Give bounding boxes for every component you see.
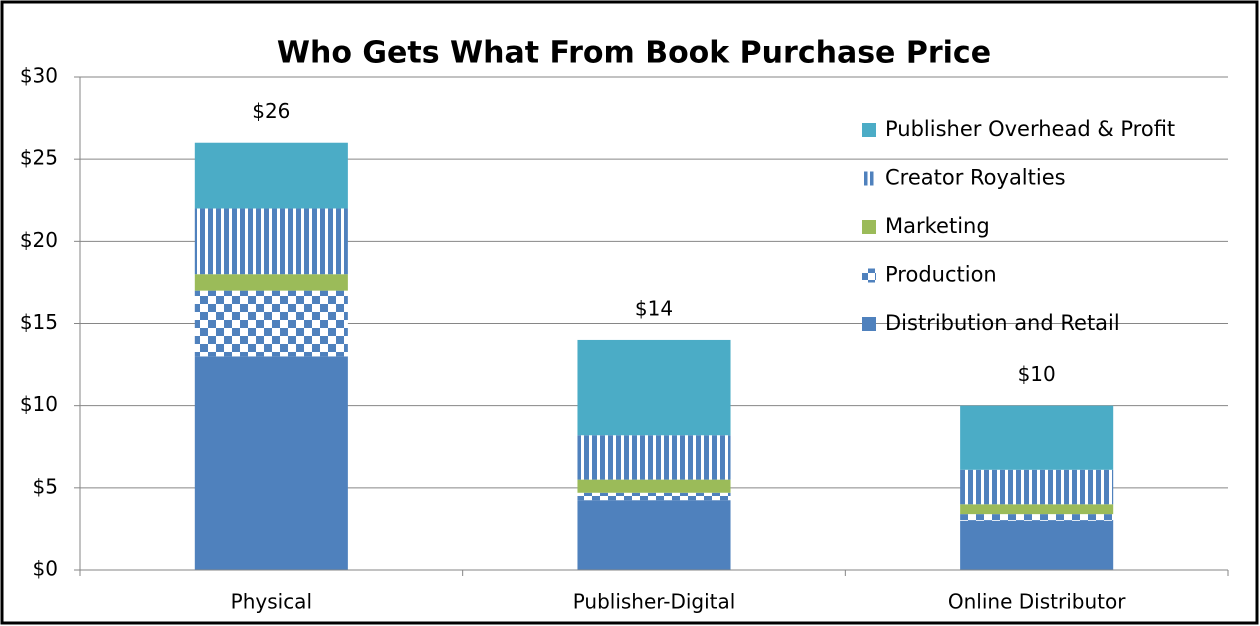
y-tick-label: $30 [20, 64, 58, 88]
bar-segment [577, 500, 731, 570]
legend-swatch [862, 123, 876, 137]
legend-label: Marketing [885, 214, 990, 238]
bar-segment [577, 339, 731, 436]
bar-segment [960, 504, 1114, 515]
legend-label: Production [885, 263, 997, 287]
bar-segment [960, 405, 1114, 470]
y-tick-label: $0 [33, 557, 58, 581]
bar-segment [960, 520, 1114, 570]
legend-swatch [862, 220, 876, 234]
bar-segment [194, 142, 348, 209]
x-tick-label: Publisher-Digital [573, 590, 736, 614]
total-label: $10 [1018, 362, 1056, 386]
legend-swatch [862, 171, 876, 186]
x-tick-label: Physical [231, 590, 312, 614]
bar-segment [194, 274, 348, 291]
bar-segment [194, 208, 348, 275]
bar-segment [194, 356, 348, 570]
bar-segment [960, 514, 1114, 521]
bar-segment [577, 435, 731, 480]
bar-segment [194, 290, 348, 357]
total-label: $14 [635, 296, 673, 320]
y-tick-label: $25 [20, 146, 58, 170]
bar-segment [577, 479, 731, 493]
y-tick-label: $10 [20, 392, 58, 416]
legend-label: Publisher Overhead & Profit [885, 117, 1175, 141]
legend-swatch [862, 268, 876, 283]
x-tick-label: Online Distributor [948, 590, 1126, 614]
y-tick-label: $15 [20, 310, 58, 334]
y-tick-label: $20 [20, 228, 58, 252]
legend-label: Creator Royalties [885, 166, 1066, 190]
bar-segment [577, 492, 731, 501]
chart-title: Who Gets What From Book Purchase Price [277, 36, 991, 71]
bar-segment [960, 469, 1114, 505]
total-label: $26 [252, 99, 290, 123]
legend-swatch [862, 317, 876, 331]
legend-label: Distribution and Retail [885, 311, 1120, 335]
y-tick-label: $5 [33, 474, 58, 498]
